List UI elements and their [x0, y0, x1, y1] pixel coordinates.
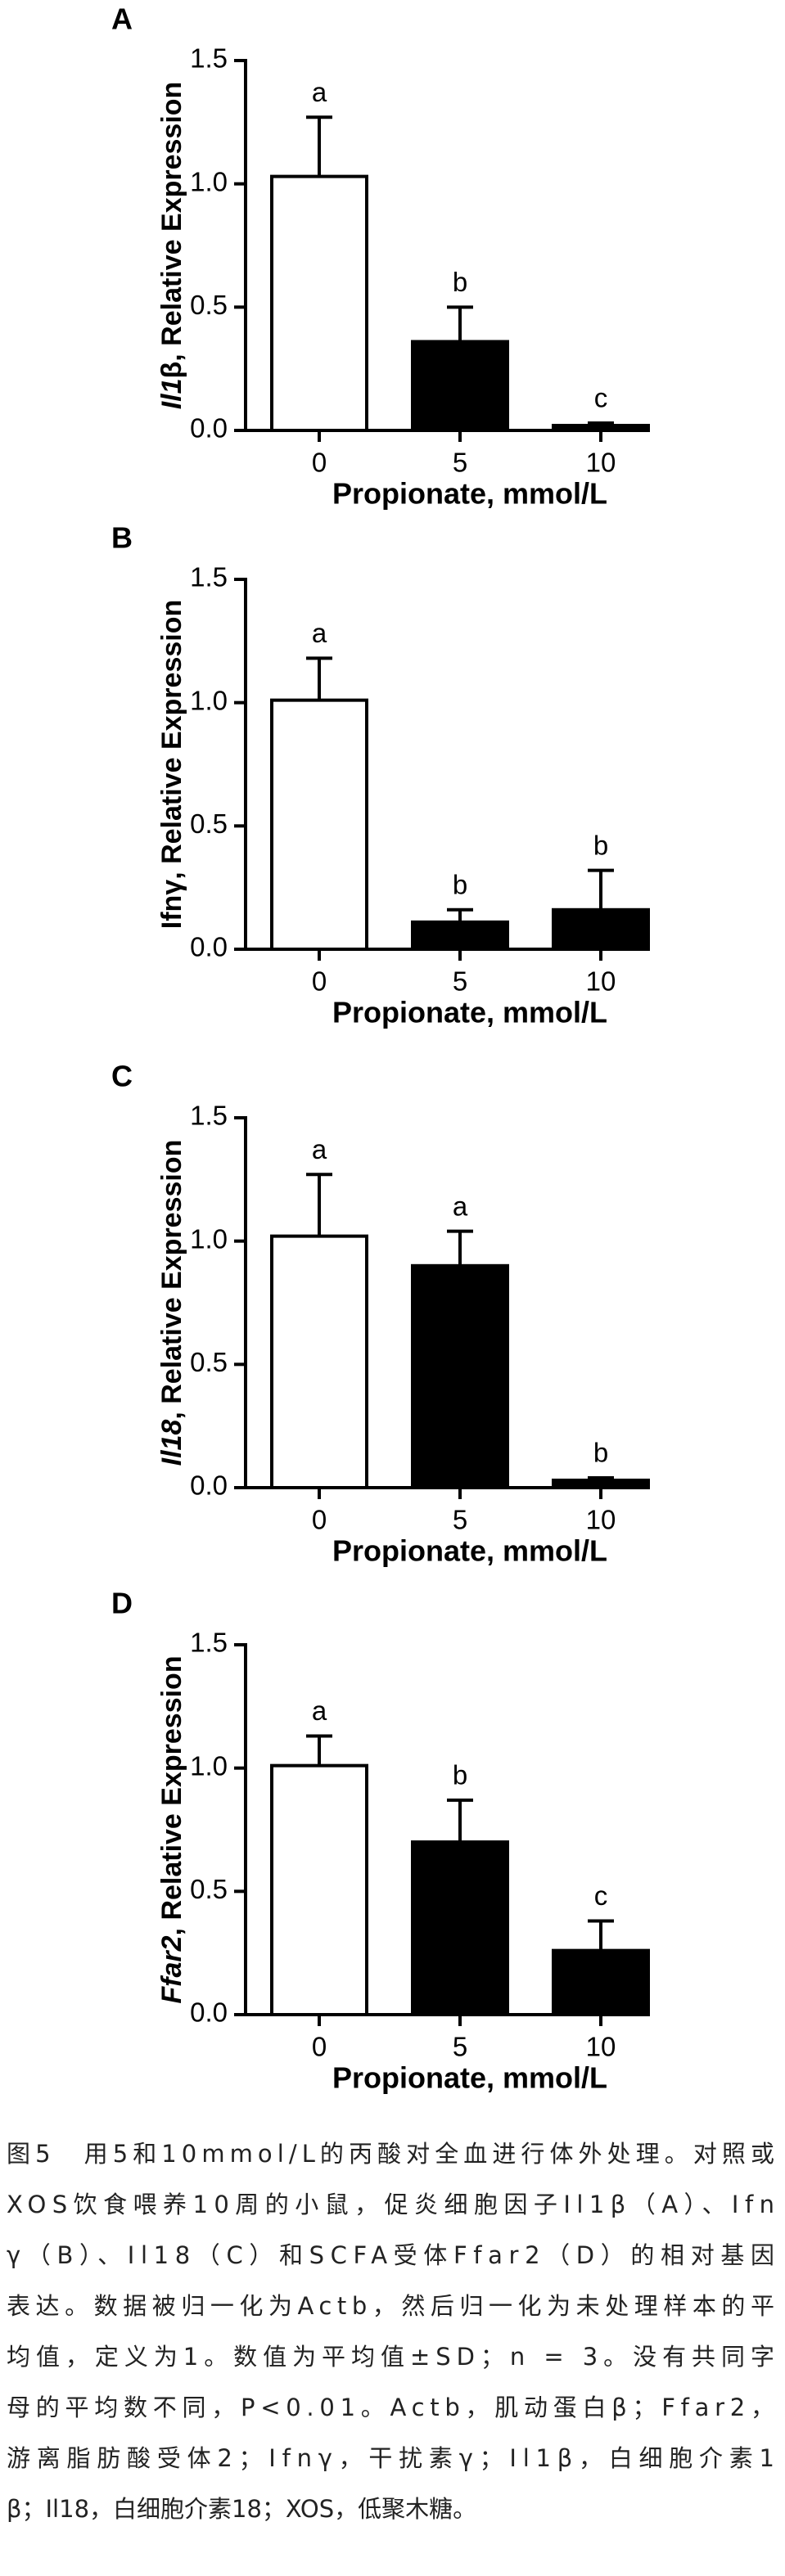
- caption-line: XOS饮食喂养10周的小鼠，促炎细胞因子Il1β（A）、Ifn: [7, 2191, 774, 2218]
- x-tick-label: 10: [586, 966, 616, 997]
- x-tick-label: 10: [586, 448, 616, 478]
- panel-label: A: [111, 2, 133, 36]
- bar: [411, 340, 509, 432]
- caption-line: 母的平均数不同，P<0.01。Actb，肌动蛋白β；Ffar2，: [7, 2394, 774, 2421]
- significance-letter: b: [593, 1438, 608, 1468]
- caption-line: 表达。数据被归一化为Actb，然后归一化为未处理样本的平: [7, 2292, 774, 2320]
- significance-letter: c: [594, 383, 608, 413]
- y-tick-label: 1.5: [190, 1628, 228, 1658]
- y-label-text: β, Relative Expression: [156, 82, 187, 379]
- significance-letter: a: [453, 1191, 468, 1221]
- y-label-text: , Relative Expression: [156, 600, 187, 880]
- significance-letter: b: [453, 1760, 467, 1790]
- x-tick-label: 5: [453, 448, 467, 478]
- y-tick-label: 1.5: [190, 43, 228, 74]
- bar: [552, 423, 650, 432]
- significance-letter: a: [312, 77, 327, 107]
- significance-letter: b: [453, 870, 467, 900]
- y-tick-label: 0.0: [190, 1470, 228, 1501]
- y-tick-label: 0.5: [190, 1874, 228, 1904]
- bar: [411, 1263, 509, 1490]
- y-tick-label: 0.0: [190, 1997, 228, 2028]
- y-axis-label: Ffar2, Relative Expression: [156, 1655, 187, 2003]
- y-label-gene: Il1: [156, 378, 187, 409]
- y-axis-label: Ifnγ, Relative Expression: [156, 600, 187, 930]
- bar: [552, 1948, 650, 2016]
- y-tick-label: 0.0: [190, 932, 228, 962]
- x-tick-label: 0: [312, 966, 327, 997]
- x-axis-label: Propionate, mmol/L: [332, 477, 607, 511]
- significance-letter: a: [312, 1696, 327, 1726]
- y-label-gene: Ifnγ: [156, 880, 187, 930]
- significance-letter: c: [594, 1880, 608, 1911]
- y-tick-label: 1.5: [190, 1101, 228, 1131]
- y-axis-label: Il18, Relative Expression: [156, 1140, 187, 1466]
- caption-line: γ（B）、Il18（C）和SCFA受体Ffar2（D）的相对基因: [7, 2241, 774, 2269]
- x-tick-label: 0: [312, 1505, 327, 1535]
- x-tick-label: 5: [453, 2032, 467, 2062]
- panel-label: D: [111, 1587, 133, 1620]
- y-tick-label: 0.0: [190, 413, 228, 444]
- x-axis-label: Propionate, mmol/L: [332, 996, 607, 1029]
- significance-letter: a: [312, 1134, 327, 1164]
- bar: [552, 907, 650, 951]
- x-tick-label: 5: [453, 1505, 467, 1535]
- panel-label: B: [111, 521, 133, 555]
- caption-line: 图5 用5和10mmol/L的丙酸对全血进行体外处理。对照或: [7, 2140, 774, 2168]
- y-label-text: , Relative Expression: [156, 1655, 187, 1935]
- y-tick-label: 1.0: [190, 1223, 228, 1254]
- x-tick-label: 0: [312, 2032, 327, 2062]
- bar: [552, 1478, 650, 1489]
- y-label-gene: Ffar2: [156, 1935, 187, 2003]
- x-tick-label: 10: [586, 2032, 616, 2062]
- x-axis-label: Propionate, mmol/L: [332, 1534, 607, 1568]
- y-tick-label: 0.5: [190, 1347, 228, 1377]
- bar: [270, 1763, 368, 2016]
- y-label-gene: Il18: [156, 1420, 187, 1466]
- x-tick-label: 5: [453, 966, 467, 997]
- bar: [411, 1840, 509, 2016]
- caption-line: 均值，定义为1。数值为平均值±SD；n = 3。没有共同字: [7, 2343, 774, 2371]
- caption-line: 游离脂肪酸受体2；Ifnγ，干扰素γ；Il1β，白细胞介素1: [7, 2444, 774, 2472]
- y-tick-label: 1.0: [190, 1750, 228, 1781]
- y-tick-label: 0.5: [190, 290, 228, 320]
- bar: [411, 920, 509, 952]
- panel-label: C: [111, 1060, 133, 1093]
- x-tick-label: 10: [586, 1505, 616, 1535]
- significance-letter: b: [453, 267, 467, 297]
- y-tick-label: 1.5: [190, 562, 228, 592]
- significance-letter: b: [593, 830, 608, 860]
- bar: [270, 1234, 368, 1489]
- y-axis-label: Il1β, Relative Expression: [156, 82, 187, 410]
- caption-line: β；Il18，白细胞介素18；XOS，低聚木糖。: [7, 2495, 476, 2523]
- bar: [270, 174, 368, 432]
- bar: [270, 698, 368, 951]
- y-label-text: , Relative Expression: [156, 1140, 187, 1420]
- significance-letter: a: [312, 618, 327, 648]
- y-tick-label: 1.0: [190, 166, 228, 196]
- y-tick-label: 1.0: [190, 685, 228, 715]
- x-tick-label: 0: [312, 448, 327, 478]
- y-tick-label: 0.5: [190, 808, 228, 839]
- x-axis-label: Propionate, mmol/L: [332, 2061, 607, 2095]
